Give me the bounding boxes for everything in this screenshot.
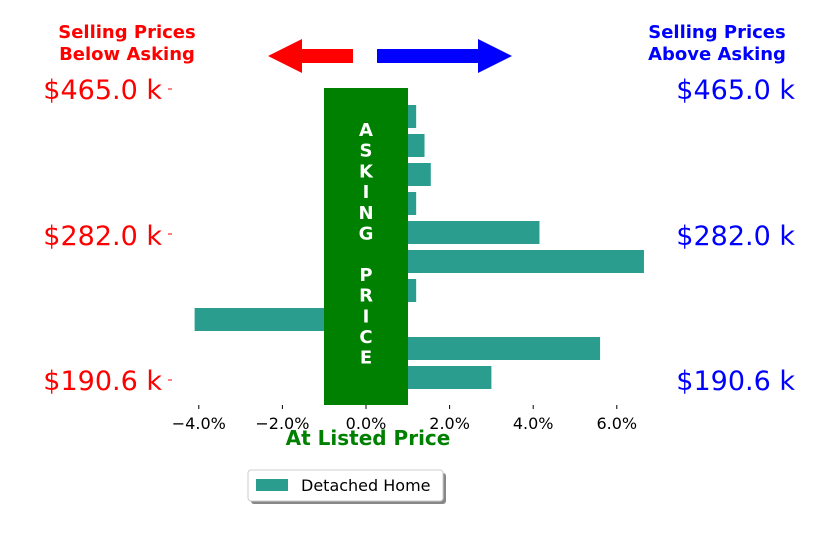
x-tick-label-1: −2.0% xyxy=(255,414,309,433)
asking-letter-4: N xyxy=(358,203,373,224)
legend: Detached Home xyxy=(247,469,446,504)
x-tick-label-3: 2.0% xyxy=(429,414,470,433)
above-asking-title-line2: Above Asking xyxy=(648,44,786,65)
asking-letter-3: I xyxy=(363,182,370,203)
below-asking-title-line1: Selling Prices xyxy=(58,22,195,43)
asking-letter-8: R xyxy=(359,286,373,307)
price-label-left-bottom: $190.6 k xyxy=(43,366,162,397)
x-axis-ticks: −4.0% −2.0% 0.0% 2.0% 4.0% 6.0% xyxy=(172,405,637,433)
bar-4 xyxy=(408,221,540,244)
x-axis-label: At Listed Price xyxy=(286,426,451,450)
legend-swatch xyxy=(256,479,288,491)
below-asking-title-line2: Below Asking xyxy=(59,44,195,65)
bar-8 xyxy=(408,337,601,360)
x-tick-label-2: 0.0% xyxy=(346,414,387,433)
legend-box xyxy=(247,469,444,502)
bar-6 xyxy=(408,279,417,302)
asking-letter-0: A xyxy=(359,120,373,141)
asking-letter-9: I xyxy=(363,306,370,327)
asking-letter-11: E xyxy=(360,348,372,369)
asking-letter-5: G xyxy=(359,224,374,245)
price-label-left-mid: $282.0 k xyxy=(43,221,162,252)
x-tick-label-4: 4.0% xyxy=(513,414,554,433)
left-arrow-icon xyxy=(268,39,353,73)
asking-letter-7: P xyxy=(359,265,372,286)
bar-7 xyxy=(194,308,324,331)
bar-5 xyxy=(408,250,644,273)
above-asking-title-line1: Selling Prices xyxy=(648,22,785,43)
bar-2 xyxy=(408,163,431,186)
price-label-right-top: $465.0 k xyxy=(676,75,795,106)
bars-group xyxy=(194,105,644,389)
price-label-right-mid: $282.0 k xyxy=(676,221,795,252)
bar-0 xyxy=(408,105,417,128)
legend-label: Detached Home xyxy=(301,476,431,495)
bar-3 xyxy=(408,192,417,215)
bar-9 xyxy=(408,366,492,389)
x-tick-label-5: 6.0% xyxy=(596,414,637,433)
price-label-left-top: $465.0 k xyxy=(43,75,162,106)
x-tick-label-0: −4.0% xyxy=(172,414,226,433)
asking-letter-10: C xyxy=(359,327,372,348)
right-arrow-icon xyxy=(377,39,512,73)
asking-letter-2: K xyxy=(359,161,374,182)
asking-price-band xyxy=(324,88,408,405)
asking-letter-1: S xyxy=(360,141,373,162)
price-label-right-bottom: $190.6 k xyxy=(676,366,795,397)
bar-1 xyxy=(408,134,425,157)
